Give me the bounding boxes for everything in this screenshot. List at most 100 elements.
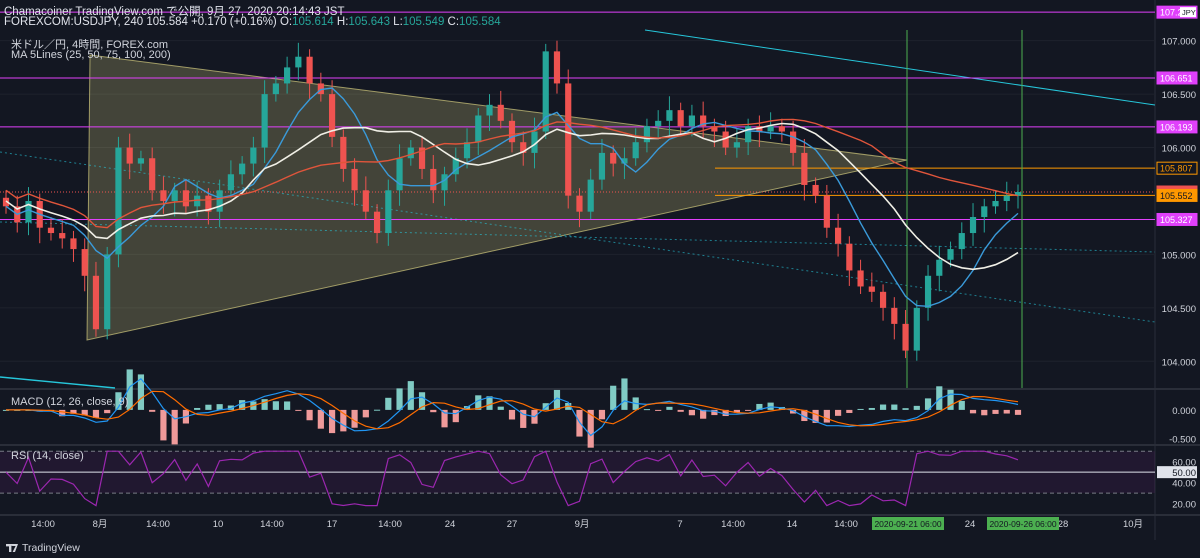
candle xyxy=(272,75,279,102)
macd-histogram-bar xyxy=(194,407,201,410)
macd-histogram-bar xyxy=(812,409,819,423)
high-label: H: xyxy=(336,16,349,28)
time-tick-label: 24 xyxy=(445,519,456,530)
candle xyxy=(846,236,853,286)
candle-body xyxy=(767,126,774,132)
macd-histogram-bar xyxy=(475,395,482,410)
candle-body xyxy=(576,195,583,212)
candle-body xyxy=(643,126,651,143)
price-axis: 107.000 106.500 106.000 105.000 104.500 104.0… xyxy=(1156,5,1198,511)
candle xyxy=(362,176,369,220)
close-value: 105.584 xyxy=(459,16,501,28)
time-marker-tag: 2020-09-21 06:00 xyxy=(872,517,944,530)
candle xyxy=(857,259,864,294)
candle xyxy=(250,136,257,177)
candle xyxy=(396,144,403,206)
candle xyxy=(834,213,842,257)
rsi-pane xyxy=(0,450,1155,507)
macd-histogram-bar xyxy=(891,404,898,410)
candle-body xyxy=(733,142,740,148)
candle xyxy=(81,238,88,292)
main-price-pane xyxy=(0,0,1200,540)
macd-histogram-bar xyxy=(317,409,324,429)
macd-histogram-bar xyxy=(81,409,88,416)
candle xyxy=(205,188,212,225)
currency-badge-text: JPY xyxy=(1182,8,1196,17)
macd-histogram-bar xyxy=(295,409,302,411)
candle-body xyxy=(272,83,279,95)
candle-body xyxy=(250,147,257,164)
candle-body xyxy=(598,152,606,180)
candle-body xyxy=(70,238,77,250)
macd-histogram-bar xyxy=(1003,409,1010,414)
candle xyxy=(1014,184,1022,209)
tradingview-brand[interactable]: TradingView xyxy=(6,542,80,554)
macd-signal-line xyxy=(6,390,1019,430)
ma-legend[interactable]: MA 5Lines (25, 50, 75, 100, 200) xyxy=(11,49,171,61)
macd-histogram-bar xyxy=(621,378,628,410)
candle-body xyxy=(407,147,414,159)
time-tick-label: 14:00 xyxy=(378,519,402,530)
macd-histogram-bar xyxy=(655,409,662,411)
candle xyxy=(486,94,493,131)
candle xyxy=(70,230,77,262)
macd-histogram-bar xyxy=(520,409,527,428)
candle-body xyxy=(452,158,459,175)
macd-histogram-bar xyxy=(958,400,965,410)
candle xyxy=(801,139,808,201)
candle xyxy=(587,168,594,220)
time-marker-text: 2020-09-26 06:00 xyxy=(989,519,1056,529)
time-marker-tag: 2020-09-26 06:00 xyxy=(987,517,1059,530)
macd-histogram-bar xyxy=(643,409,651,411)
macd-histogram-bar xyxy=(587,409,594,448)
ma-line-200 xyxy=(5,118,1019,229)
candle xyxy=(216,179,223,228)
candle-body xyxy=(857,270,864,287)
macd-histogram-bar xyxy=(137,374,145,410)
macd-legend[interactable]: MACD (12, 26, close, 9) xyxy=(11,396,129,408)
candle xyxy=(969,203,977,246)
price-tick-label: 105.000 xyxy=(1162,250,1196,261)
rsi-legend[interactable]: RSI (14, close) xyxy=(11,450,84,462)
time-tick-label: 24 xyxy=(965,519,976,530)
price-label-box xyxy=(1156,120,1198,134)
candle xyxy=(542,43,549,140)
currency-badge xyxy=(1180,7,1196,18)
time-tick-label: 28 xyxy=(1058,519,1069,530)
macd-histogram-bar xyxy=(70,409,77,414)
symbol-label: FOREXCOM:USDJPY, 240 xyxy=(4,16,144,28)
macd-histogram-bar xyxy=(441,409,448,428)
candle-body xyxy=(340,136,347,169)
candle-body xyxy=(879,291,887,308)
macd-histogram-bar xyxy=(261,399,268,410)
candle xyxy=(92,261,100,337)
candle-body xyxy=(924,275,932,308)
candle-body xyxy=(351,168,358,191)
candle xyxy=(632,128,639,166)
time-marker-text: 2020-09-21 06:00 xyxy=(874,519,941,529)
candle xyxy=(385,179,392,246)
candle xyxy=(137,150,145,172)
macd-histogram-bar xyxy=(205,404,212,410)
candle-body xyxy=(441,174,448,191)
candle-body xyxy=(92,275,100,330)
macd-histogram-bar xyxy=(497,406,504,410)
macd-histogram-bar xyxy=(351,409,358,428)
macd-histogram-bar xyxy=(666,406,673,410)
candle-body xyxy=(216,190,223,212)
price-tick-label: 106.500 xyxy=(1162,90,1196,101)
candle xyxy=(610,145,617,177)
candle xyxy=(463,128,471,169)
price-label-box xyxy=(1156,71,1198,85)
rsi-line xyxy=(5,450,1019,507)
macd-histogram-bar xyxy=(924,398,932,410)
candle-body xyxy=(610,152,617,164)
candle-body xyxy=(722,131,729,148)
candle xyxy=(441,166,448,206)
candle-body xyxy=(362,190,369,212)
candle xyxy=(812,177,819,204)
chart-title-legend[interactable]: 米ドル／円, 4時間, FOREX.com xyxy=(11,39,169,51)
price-change: +0.170 (+0.16%) xyxy=(191,16,277,28)
